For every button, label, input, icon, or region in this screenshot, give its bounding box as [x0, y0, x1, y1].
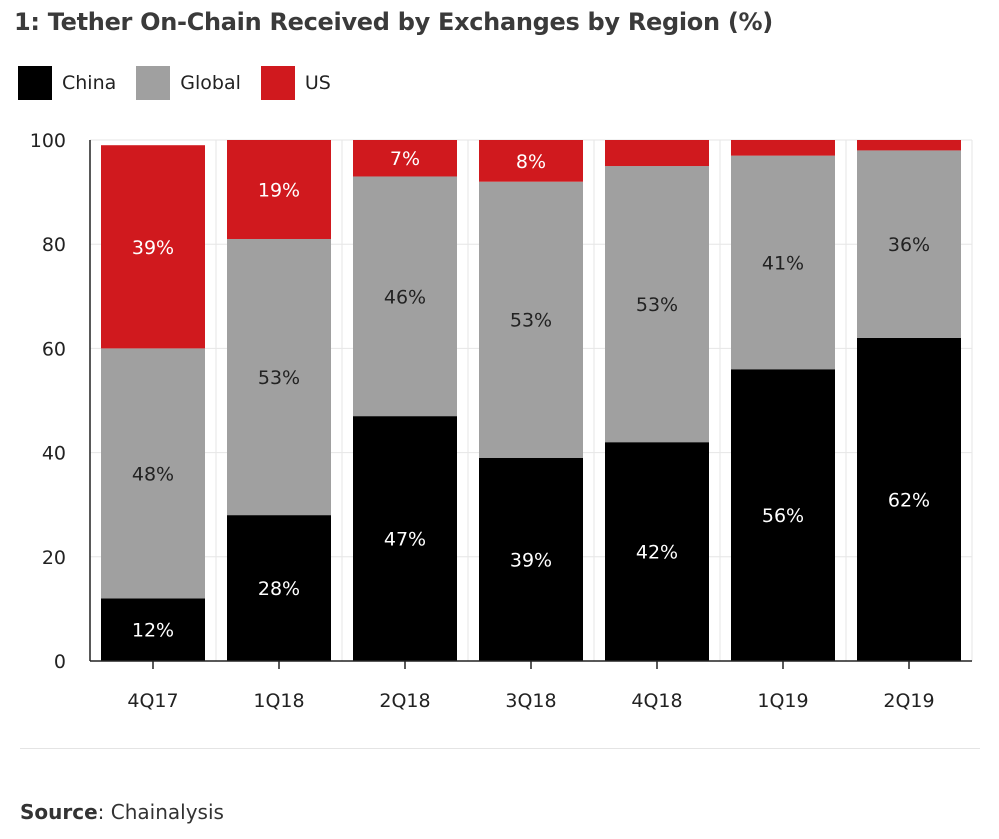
y-tick-label: 80 [42, 234, 66, 256]
source-label: Source [20, 800, 98, 824]
bar-global-3Q18 [479, 181, 583, 458]
data-label: 28% [258, 578, 300, 600]
x-tick-label: 3Q18 [505, 690, 556, 712]
x-tick-label: 2Q18 [379, 690, 430, 712]
chart-title: 1: Tether On-Chain Received by Exchanges… [14, 8, 773, 36]
stacked-bar-chart: 0 20 40 60 80 100 12% 48% 39% 4Q17 28% 53% 19% 1Q18 47… [30, 130, 973, 712]
x-tick-label: 1Q19 [757, 690, 808, 712]
bar-us-2Q18 [353, 140, 457, 177]
bar-global-1Q19 [731, 155, 835, 370]
data-label: 41% [762, 252, 804, 274]
bar-china-2Q18 [353, 416, 457, 661]
data-label: 56% [762, 505, 804, 527]
bar-global-2Q18 [353, 176, 457, 417]
data-label: 12% [132, 620, 174, 642]
bar-china-2Q19 [857, 337, 961, 661]
bar-global-1Q18 [227, 238, 331, 516]
data-label: 53% [258, 367, 300, 389]
bar-us-3Q18 [479, 140, 583, 182]
y-tick-label: 60 [42, 338, 66, 360]
data-label: 46% [384, 286, 426, 308]
y-tick-label: 100 [30, 130, 66, 152]
data-label: 48% [132, 463, 174, 485]
legend: China Global US [18, 66, 351, 100]
legend-swatch-us [260, 66, 295, 100]
bar-us-1Q18 [227, 140, 331, 239]
source-separator: : [97, 800, 111, 824]
bar-global-2Q19 [857, 150, 961, 338]
data-label: 42% [636, 542, 678, 564]
bar-china-4Q18 [605, 442, 709, 661]
data-label: 53% [510, 310, 552, 332]
bar-china-1Q18 [227, 515, 331, 661]
legend-item-us: US [260, 66, 331, 100]
x-tick-label: 4Q18 [631, 690, 682, 712]
y-tick-label: 40 [42, 443, 66, 465]
legend-item-global: Global [136, 66, 241, 100]
bar-china-3Q18 [479, 457, 583, 661]
legend-label-global: Global [180, 72, 241, 94]
legend-swatch-china [18, 66, 52, 100]
source-note: Source: Chainalysis [20, 800, 224, 824]
source-value: Chainalysis [110, 800, 224, 824]
data-label: 19% [258, 179, 300, 201]
data-label: 39% [510, 549, 552, 571]
data-label: 36% [888, 234, 930, 256]
bar-global-4Q18 [605, 166, 709, 443]
data-label: 53% [636, 294, 678, 316]
x-tick-label: 2Q19 [883, 690, 934, 712]
data-label: 8% [516, 151, 546, 173]
data-label: 62% [888, 489, 930, 511]
bar-us-1Q19 [731, 140, 835, 156]
legend-label-china: China [62, 72, 117, 94]
bar-china-4Q17 [101, 598, 205, 661]
bar-us-4Q18 [605, 140, 709, 167]
legend-swatch-global [136, 66, 171, 100]
y-tick-label: 20 [42, 547, 66, 569]
x-tick-label: 1Q18 [253, 690, 304, 712]
legend-label-us: US [304, 72, 331, 94]
bar-us-2Q19 [857, 140, 961, 151]
y-tick-label: 0 [54, 651, 66, 673]
x-tick-label: 4Q17 [127, 690, 178, 712]
data-label: 47% [384, 529, 426, 551]
bar-global-4Q17 [101, 348, 205, 599]
bar-china-1Q19 [731, 369, 835, 661]
legend-item-china: China [18, 66, 116, 100]
data-label: 7% [390, 148, 420, 170]
divider [20, 748, 980, 749]
bar-us-4Q17 [101, 145, 205, 349]
data-label: 39% [132, 237, 174, 259]
